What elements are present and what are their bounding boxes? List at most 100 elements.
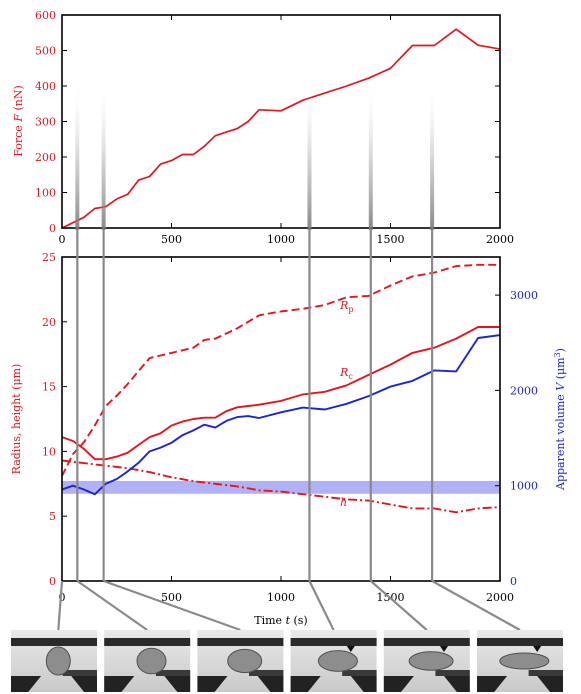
micrograph-lower-plate-left [477,676,508,692]
micrograph-lower-plate-bar [249,670,284,676]
force-x-tick-label: 500 [161,233,182,246]
micrograph-lower-plate-left [290,676,321,692]
time-guides [57,80,521,632]
force-y-tick-label: 200 [35,151,56,164]
time-guide-connector [370,580,428,631]
micrograph-cell [499,652,550,670]
series-line-r-c [61,326,500,461]
force-y-tick-label: 300 [35,116,56,129]
micrograph-cell [408,651,454,671]
time-guide-top [307,80,312,230]
rc-annotation: Rc [339,366,353,381]
micrograph-upper-plate [383,638,470,646]
micrograph-arrowhead [346,646,355,652]
volume-y-tick-label: 3000 [510,289,538,302]
force-y-tick-label: 0 [49,222,56,235]
time-guide-top [368,80,373,230]
micrograph-frame-2 [104,630,191,692]
force-y-axis-label: Force F (nN) [12,85,25,157]
micrograph-lower-plate-left [383,676,414,692]
force-y-tick-label: 500 [35,45,56,58]
micrograph-lower-plate-left [197,676,228,692]
force-y-tick-label: 400 [35,80,56,93]
micrograph-upper-plate [11,638,97,646]
time-guide-connector [431,580,521,631]
micrograph-arrowhead [440,646,448,652]
force-frame [61,14,501,229]
micrograph-lower-plate-bar [435,670,470,676]
force-y-tick-label: 600 [35,9,56,22]
micrograph-cell [317,650,358,672]
radius-y-tick-label: 25 [42,251,56,264]
micrograph-frame-4 [290,630,377,692]
volume-y-tick-label: 2000 [510,384,538,397]
time-x-tick-label: 500 [161,591,182,604]
micrograph-lower-plate-right [350,676,377,692]
micrograph-frame-5 [383,630,470,692]
micrograph-arrowhead [533,646,542,652]
micrograph-cell [136,647,167,675]
rp-annotation: Rp [339,299,353,314]
micrograph-frame-1 [11,630,97,692]
radius-volume-ticks: 050010001500200005101520250100020003000 [42,251,538,604]
series-line-r-p [61,263,500,477]
force-x-tick-label: 2000 [486,233,514,246]
time-guide-top [101,80,106,230]
series-line-v [61,334,501,496]
radius-y-axis-label: Radius, height (μm) [10,364,23,475]
radius-volume-frame [61,256,501,582]
micrograph-lower-plate-left [11,676,42,692]
micrograph-upper-plate [104,638,191,646]
time-guide-connector [57,580,64,631]
micrograph-upper-plate [290,638,377,646]
time-x-tick-label: 1000 [267,591,295,604]
h-annotation: h [340,496,347,509]
force-x-tick-label: 0 [59,233,66,246]
force-ticks: 0 500 1000 1500 2000 0 100 200 300 400 500 600 [35,9,514,246]
radius-y-tick-label: 20 [42,316,56,329]
force-plot-area [61,28,501,229]
micrograph-lower-plate-bar [155,670,191,676]
volume-y-tick-label: 1000 [510,480,538,493]
time-guide-connector [76,580,148,631]
force-x-tick-label: 1500 [377,233,405,246]
micrograph-cell [227,648,263,674]
micrograph-lower-plate-right [71,676,97,692]
micrograph-lower-plate-right [537,676,563,692]
force-x-tick-label: 1000 [267,233,295,246]
micrograph-lower-plate-right [444,676,470,692]
time-guide-connector [103,579,241,632]
radius-y-tick-label: 15 [42,381,56,394]
micrograph-lower-plate-bar [62,670,97,676]
radius-volume-panel: 050010001500200005101520250100020003000 … [10,251,567,627]
micrograph-lower-plate-bar [528,670,563,676]
micrograph-cell [45,646,71,676]
micrograph-upper-plate [197,638,284,646]
micrograph-lower-plate-right [257,676,284,692]
force-y-tick-label: 100 [35,187,56,200]
micrograph-upper-plate [477,638,563,646]
radius-volume-plot-area [61,263,501,514]
force-series-line [61,28,501,229]
time-guide-top [75,80,80,230]
micrograph-frame-3 [197,630,284,692]
micrograph-lower-plate-left [104,676,135,692]
volume-y-axis-label: Apparent volume V (μm3) [553,348,567,491]
micrograph-lower-plate-right [164,676,191,692]
time-x-axis-label: Time t (s) [254,614,307,627]
time-x-tick-label: 0 [59,591,66,604]
volume-y-tick-label: 0 [510,575,517,588]
radius-y-tick-label: 10 [42,445,56,458]
volume-reference-band [62,480,500,494]
radius-y-tick-label: 5 [49,510,56,523]
micrograph-frame-6 [477,630,563,692]
series-line-h [61,459,501,514]
force-panel: 0 500 1000 1500 2000 0 100 200 300 400 500 600 Forc… [12,9,514,246]
micrograph-lower-plate-bar [342,670,377,676]
time-guide-connector [308,580,335,631]
time-x-tick-label: 2000 [486,591,514,604]
time-guide-top [430,80,435,230]
micrograph-strip [11,630,563,692]
radius-y-tick-label: 0 [49,575,56,588]
